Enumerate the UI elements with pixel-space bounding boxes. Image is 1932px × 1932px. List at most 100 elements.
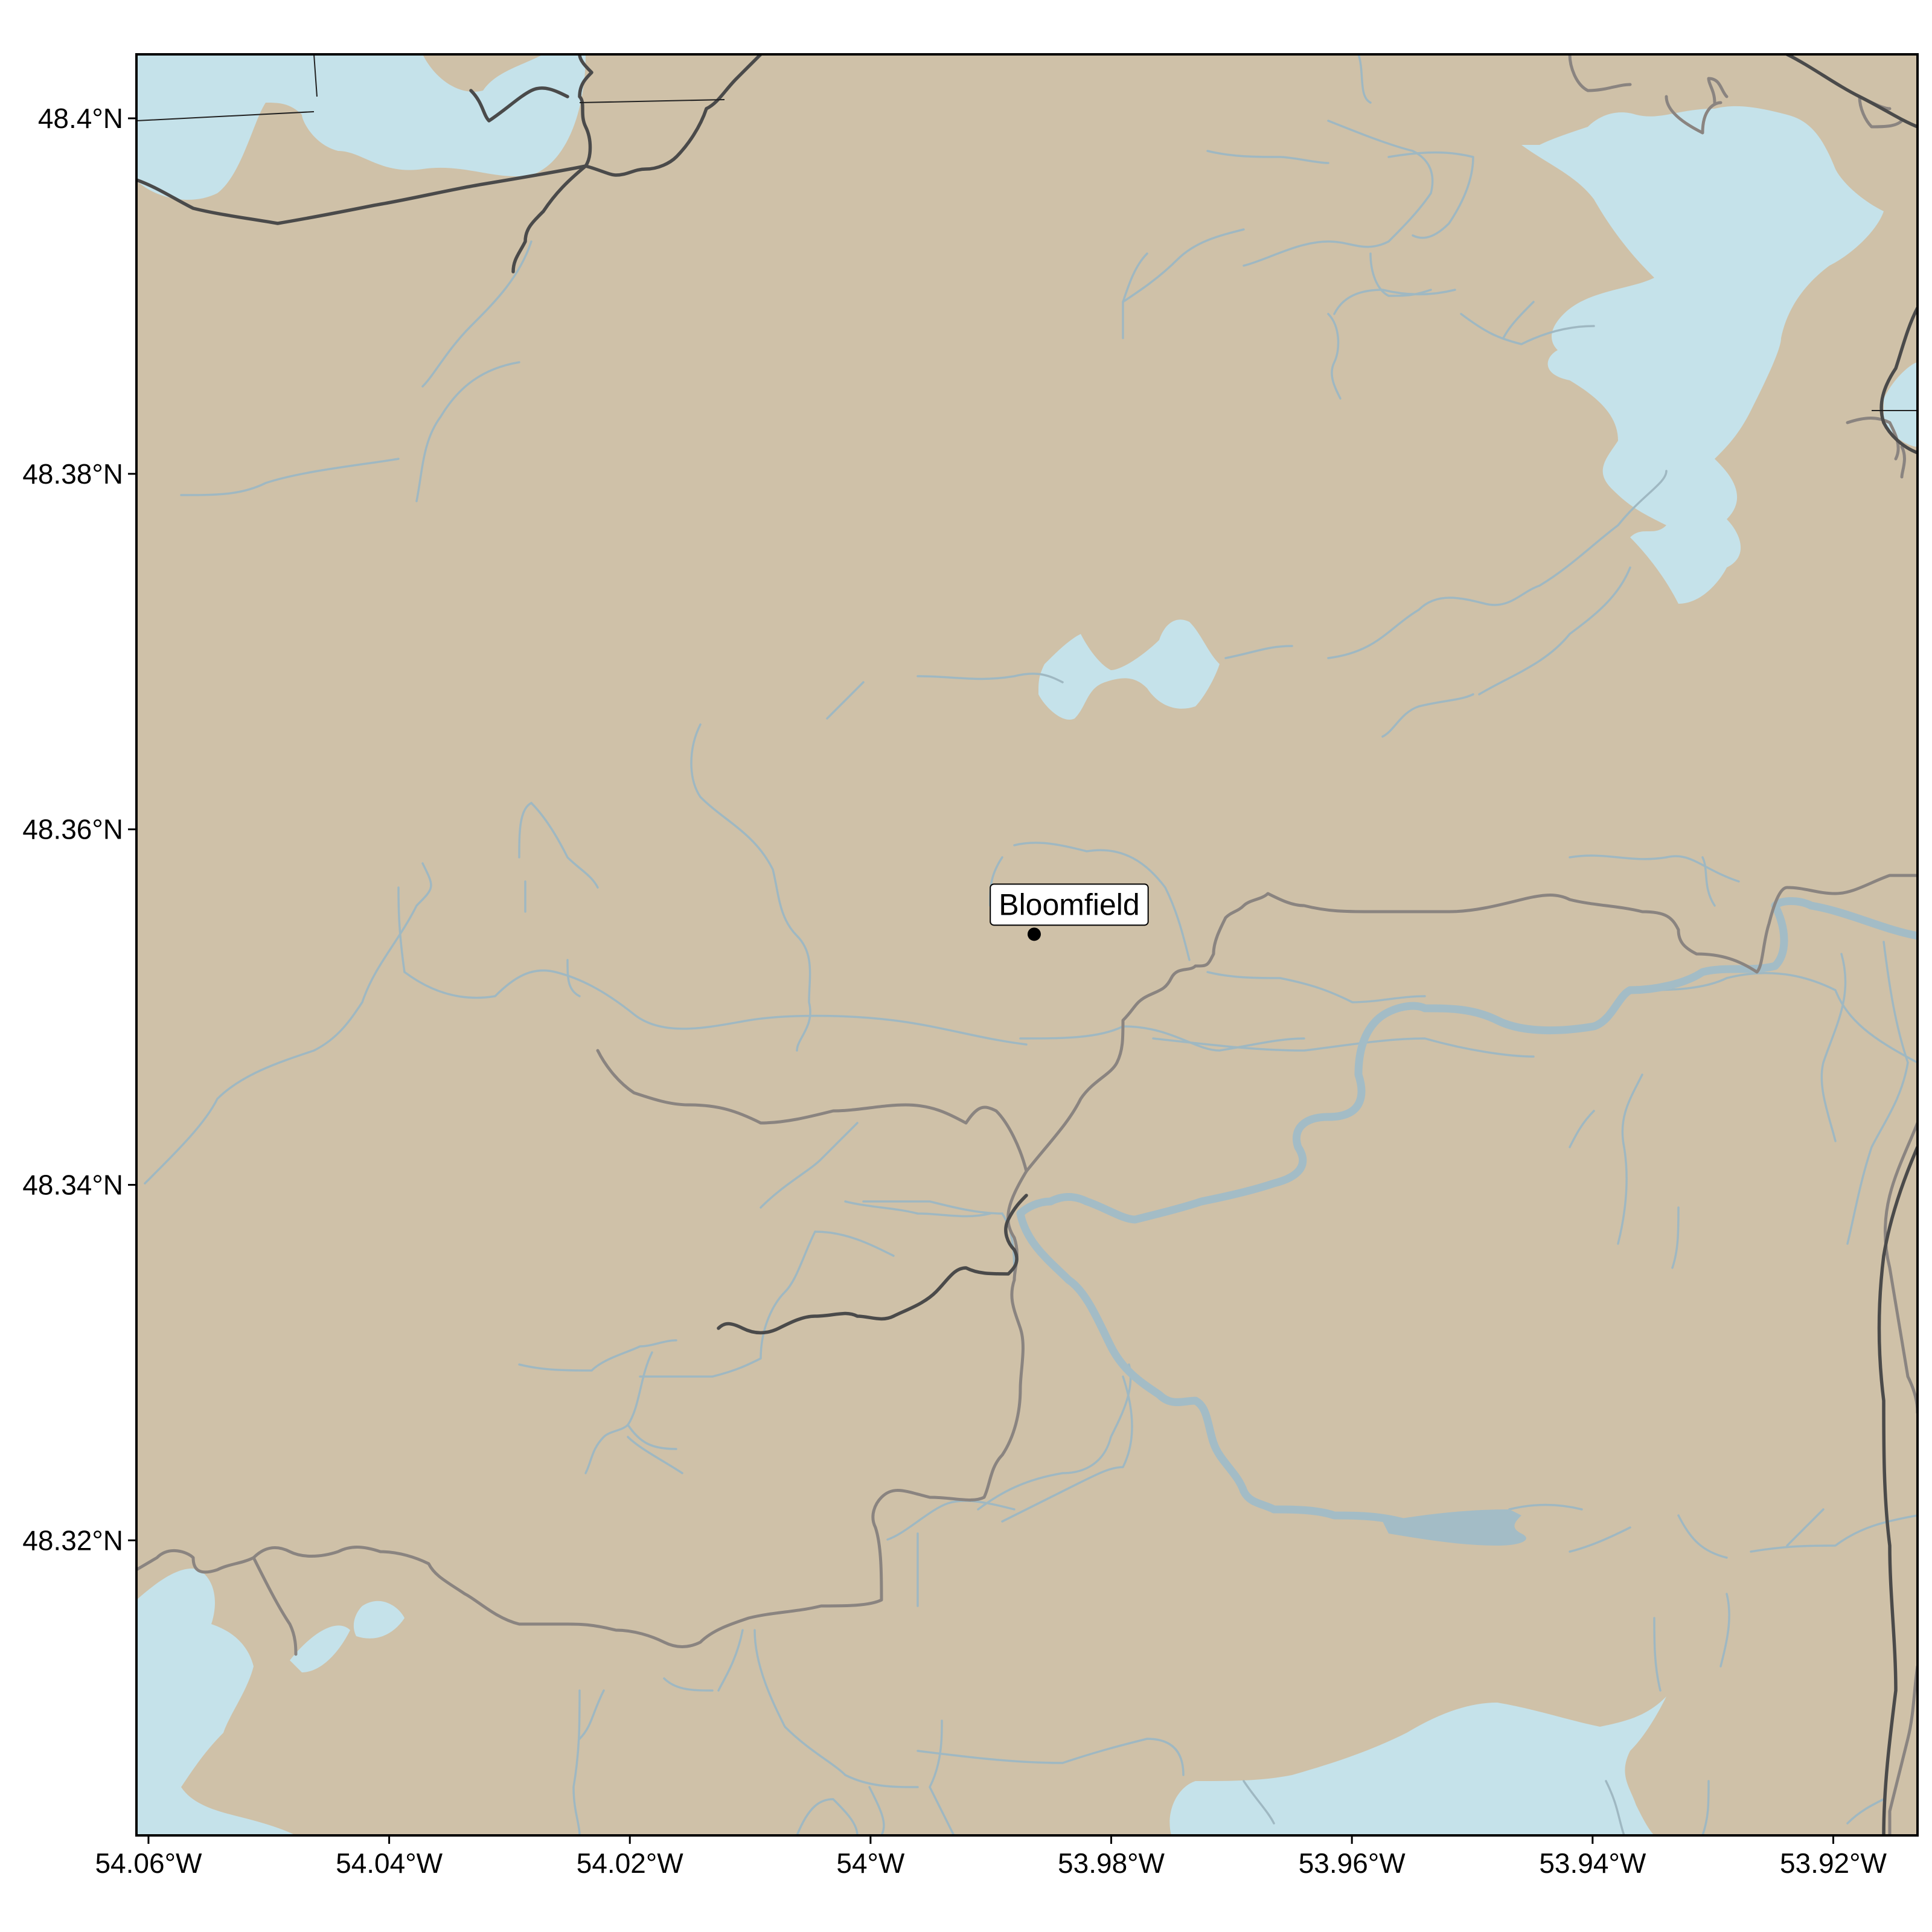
stream [1820,953,1847,1142]
stream [753,1629,919,1788]
stream [584,1351,653,1474]
stream [1460,313,1595,345]
stream [1001,1375,1133,1523]
highway [1877,1145,1918,1835]
stream [844,1200,991,1218]
stream [1381,693,1474,738]
river-south-branch [1016,1209,1477,1538]
x-tick-label: 53.94°W [1539,1847,1646,1879]
place-marker [1027,927,1041,941]
lake-northwest [136,54,586,200]
highway [136,164,587,225]
place-label-box [990,883,1149,926]
stream [1206,971,1426,1003]
main-river [1016,897,1918,1224]
road [1568,54,1904,135]
highway [584,54,763,177]
stream [518,1339,677,1372]
y-tick-label: 48.38°N [22,458,123,490]
stream [868,1719,955,1835]
stream [916,673,1064,683]
y-axis: 48.4°N 48.38°N 48.36°N 48.34°N 48.32°N [22,103,136,1556]
map-panel [136,54,1918,1835]
stream [1719,1593,1730,1668]
stream [1387,151,1474,239]
stream [627,1424,683,1474]
stream [518,802,533,913]
stream [578,1677,714,1740]
highway [578,54,593,168]
stream [1605,1780,1885,1835]
stream [572,1689,581,1835]
road [596,1049,1028,1173]
admin-borders [136,54,1918,411]
stream [1019,1025,1305,1052]
map-frame [135,53,1919,1837]
stream [1502,301,1535,339]
road [1846,417,1906,479]
stream [1243,120,1434,267]
stream [760,1122,859,1209]
stream [1122,252,1148,339]
stream [1122,228,1245,303]
stream [1206,150,1329,164]
x-axis: 54.06°W 54.04°W 54.02°W 54°W 53.98°W 53.96°W 5… [95,1835,1887,1879]
highway [1879,306,1918,455]
stream [1701,856,1716,907]
stream [1846,941,1909,1245]
stream [886,1500,1016,1541]
x-tick-label: 54°W [836,1847,905,1879]
stream [1478,566,1631,696]
lake-south [1169,1697,1666,1835]
stream [1671,1206,1680,1269]
stream [1653,1617,1662,1692]
stream [977,1363,1132,1511]
y-tick-label: 48.34°N [22,1169,123,1200]
stream [180,458,400,496]
river-estuary [1383,1509,1526,1546]
x-tick-label: 54.02°W [577,1847,684,1879]
streams [144,54,1918,1835]
stream [862,1200,1003,1215]
place-label: Bloomfield [999,888,1139,921]
lake-southwest [136,1569,405,1835]
stream [639,1230,895,1378]
stream [826,645,1293,720]
stream [421,240,533,388]
x-tick-label: 53.96°W [1299,1847,1406,1879]
road [136,1278,1025,1648]
stream [1327,470,1668,659]
highway [717,1194,1028,1335]
highways [136,54,1918,1835]
road [1888,1665,1918,1835]
road [1025,874,1918,1173]
stream [397,886,406,973]
y-tick-label: 48.32°N [22,1524,123,1556]
stream [1327,313,1342,400]
stream [403,969,1028,1046]
lake-northeast [1521,106,1884,604]
stream [1569,1514,1728,1559]
x-tick-label: 53.98°W [1058,1847,1165,1879]
stream [1786,1508,1825,1547]
y-tick-label: 48.4°N [38,103,123,134]
stream [1013,842,1191,961]
stream [1569,854,1740,883]
places-layer: Bloomfield [990,883,1149,941]
highway [511,164,587,273]
highway [1785,54,1918,129]
stream [690,723,811,1052]
stream [1569,1073,1643,1245]
stream [415,361,520,502]
y-tick-label: 48.36°N [22,814,123,845]
stream [1333,289,1456,315]
stream [530,802,599,889]
stream [1357,54,1372,104]
stream [1243,1780,1275,1825]
roads [136,54,1918,1835]
stream [717,1629,1185,1776]
highway [469,86,569,123]
road [252,1556,298,1656]
border-line [136,54,1918,411]
